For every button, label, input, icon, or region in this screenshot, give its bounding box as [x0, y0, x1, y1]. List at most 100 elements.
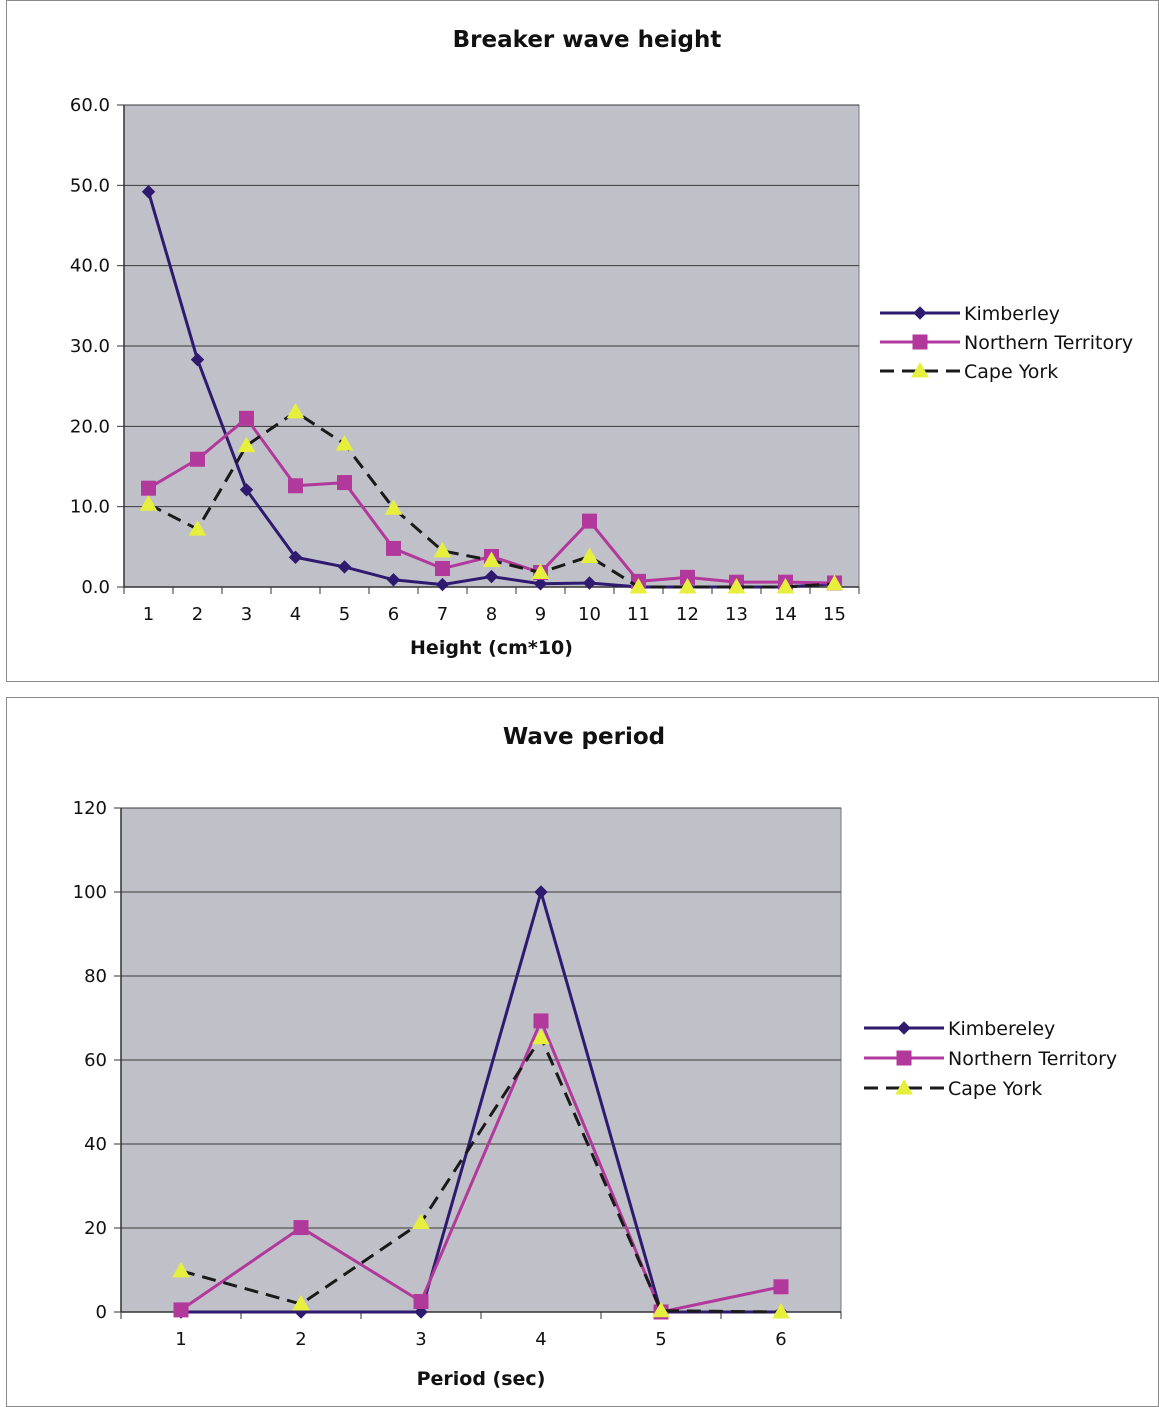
- height-chart-legend-label-3: Cape York: [964, 361, 1058, 383]
- period-chart-x-axis-title: Period (sec): [417, 1368, 546, 1390]
- height-chart-ytick-label: 60.0: [70, 95, 110, 116]
- height-chart-series-2-point: [239, 410, 254, 426]
- height-chart-series-3-point: [776, 577, 795, 594]
- period-chart-ytick-label: 80: [84, 966, 107, 987]
- period-chart-series-line-2: [180, 1019, 782, 1314]
- height-chart-series-3-point: [482, 551, 501, 567]
- height-chart-ytick-label: 50.0: [70, 175, 110, 196]
- height-chart-series-3-point: [188, 520, 207, 536]
- period-chart-series-3-point: [172, 1261, 190, 1278]
- period-chart-xtick-label: 4: [535, 1329, 546, 1350]
- height-chart-xtick-label: 15: [823, 604, 846, 625]
- period-chart-title: Wave period: [503, 724, 665, 750]
- height-chart-legend-marker-2: [912, 334, 928, 350]
- height-chart-xtick-label: 11: [627, 604, 650, 625]
- height-chart-xtick-label: 3: [241, 604, 252, 625]
- period-chart-series-2-point: [173, 1302, 189, 1318]
- height-chart-series-1-point: [239, 483, 254, 497]
- height-chart-series-3-point: [433, 541, 452, 558]
- height-chart-legend-marker-1: [913, 306, 927, 320]
- period-chart-series-1-point: [534, 885, 548, 899]
- wave-period-svg: Wave period 0 20 40 60 80 100 120 1 2 3 4 5 6 Period (…: [73, 724, 1118, 1390]
- period-chart-series-3-point: [652, 1301, 670, 1318]
- height-chart-series-3-point: [678, 577, 697, 594]
- period-chart-xtick-label: 1: [175, 1329, 186, 1350]
- height-chart-xtick-label: 2: [192, 604, 203, 625]
- period-chart-series-2-point: [773, 1279, 789, 1295]
- height-chart-xtick-label: 5: [339, 604, 350, 625]
- height-chart-xtick-label: 14: [774, 604, 797, 625]
- period-chart-ytick-label: 100: [73, 882, 107, 903]
- height-chart-xtick-label: 4: [290, 604, 301, 625]
- period-chart-series-3-point: [532, 1028, 550, 1045]
- period-chart-series-3-point: [412, 1213, 430, 1230]
- period-chart-ytick-label: 120: [73, 798, 107, 819]
- height-chart-legend-label-1: Kimberley: [964, 303, 1060, 325]
- period-chart-series-2-point: [413, 1294, 429, 1309]
- period-chart-ytick-label: 20: [84, 1218, 107, 1239]
- period-chart-legend-marker-3: [895, 1078, 913, 1095]
- height-chart-legend-marker-3: [911, 361, 929, 378]
- height-chart-series-2-point: [435, 561, 450, 577]
- height-chart-xtick-label: 13: [725, 604, 748, 625]
- period-chart-series-2-point: [293, 1220, 309, 1236]
- height-chart-title: Breaker wave height: [453, 27, 722, 53]
- period-chart-series-3-point: [772, 1302, 790, 1319]
- height-chart-x-axis-title: Height (cm*10): [410, 637, 573, 659]
- period-chart-ytick-label: 60: [84, 1050, 107, 1071]
- period-chart-ytick-label: 40: [84, 1134, 107, 1155]
- height-chart-series-3-point: [237, 436, 256, 453]
- height-chart-series-3-point: [531, 563, 550, 580]
- height-chart-series-1-point: [190, 352, 205, 367]
- period-chart-xtick-label: 6: [775, 1329, 786, 1350]
- period-chart-series-line-1: [181, 890, 781, 1314]
- period-chart-legend-marker-1: [897, 1021, 911, 1035]
- height-chart-series-1-point: [141, 185, 156, 199]
- period-chart-legend-label-1: Kimbereley: [948, 1018, 1055, 1040]
- height-chart-xtick-label: 12: [676, 604, 699, 625]
- height-chart-series-3-point: [825, 574, 844, 591]
- height-chart-series-2-point: [386, 540, 401, 556]
- height-chart-xtick-label: 6: [388, 604, 399, 625]
- height-chart-series-3-point: [580, 547, 599, 563]
- period-chart-legend-marker-2: [896, 1050, 912, 1066]
- height-chart-series-1-point: [435, 577, 450, 592]
- period-chart-ytick-label: 0: [96, 1302, 107, 1323]
- period-chart-legend-label-2: Northern Territory: [948, 1048, 1117, 1070]
- height-chart-series-3-point: [727, 577, 746, 594]
- height-chart-series-3-point: [286, 402, 305, 419]
- height-chart-ytick-label: 10.0: [70, 497, 110, 518]
- height-chart-xtick-label: 1: [143, 604, 154, 625]
- height-chart-series-2-point: [190, 451, 205, 467]
- period-chart-series-2-point: [533, 1013, 549, 1029]
- height-chart-series-1-point: [533, 577, 548, 591]
- breaker-wave-height-chart: Breaker wave height 0.0 10.0 20.0 30.0 40.0 50…: [6, 0, 1159, 682]
- height-chart-series-3-point: [629, 577, 648, 594]
- height-chart-series-2-point: [337, 475, 352, 491]
- height-chart-series-1-point: [288, 550, 303, 564]
- period-chart-series-3-point: [292, 1295, 310, 1311]
- height-chart-series-1-point: [582, 576, 597, 590]
- height-chart-series-3-point: [335, 434, 354, 451]
- period-chart-xtick-label: 5: [655, 1329, 666, 1350]
- wave-period-chart: Wave period 0 20 40 60 80 100 120 1 2 3 4 5 6 Period (…: [6, 697, 1159, 1407]
- height-chart-series-2-point: [582, 513, 597, 529]
- height-chart-ytick-label: 0.0: [81, 577, 110, 598]
- height-chart-series-1-point: [337, 560, 352, 574]
- height-chart-xtick-label: 9: [535, 604, 546, 625]
- height-chart-series-3-point: [139, 495, 158, 511]
- period-chart-legend-label-3: Cape York: [948, 1078, 1042, 1100]
- height-chart-legend-label-2: Northern Territory: [964, 332, 1133, 354]
- height-chart-series-2-point: [141, 480, 156, 496]
- period-chart-xtick-label: 2: [295, 1329, 306, 1350]
- breaker-wave-height-svg: Breaker wave height 0.0 10.0 20.0 30.0 40.0 50…: [70, 27, 1133, 659]
- height-chart-series-1-point: [484, 569, 499, 584]
- height-chart-ytick-label: 30.0: [70, 336, 110, 357]
- height-chart-ytick-label: 20.0: [70, 416, 110, 437]
- height-chart-series-3-point: [384, 499, 403, 515]
- height-chart-ytick-label: 40.0: [70, 256, 110, 277]
- height-chart-series-2-point: [288, 478, 303, 494]
- height-chart-xtick-label: 10: [578, 604, 601, 625]
- height-chart-xtick-label: 7: [437, 604, 448, 625]
- height-chart-xtick-label: 8: [486, 604, 497, 625]
